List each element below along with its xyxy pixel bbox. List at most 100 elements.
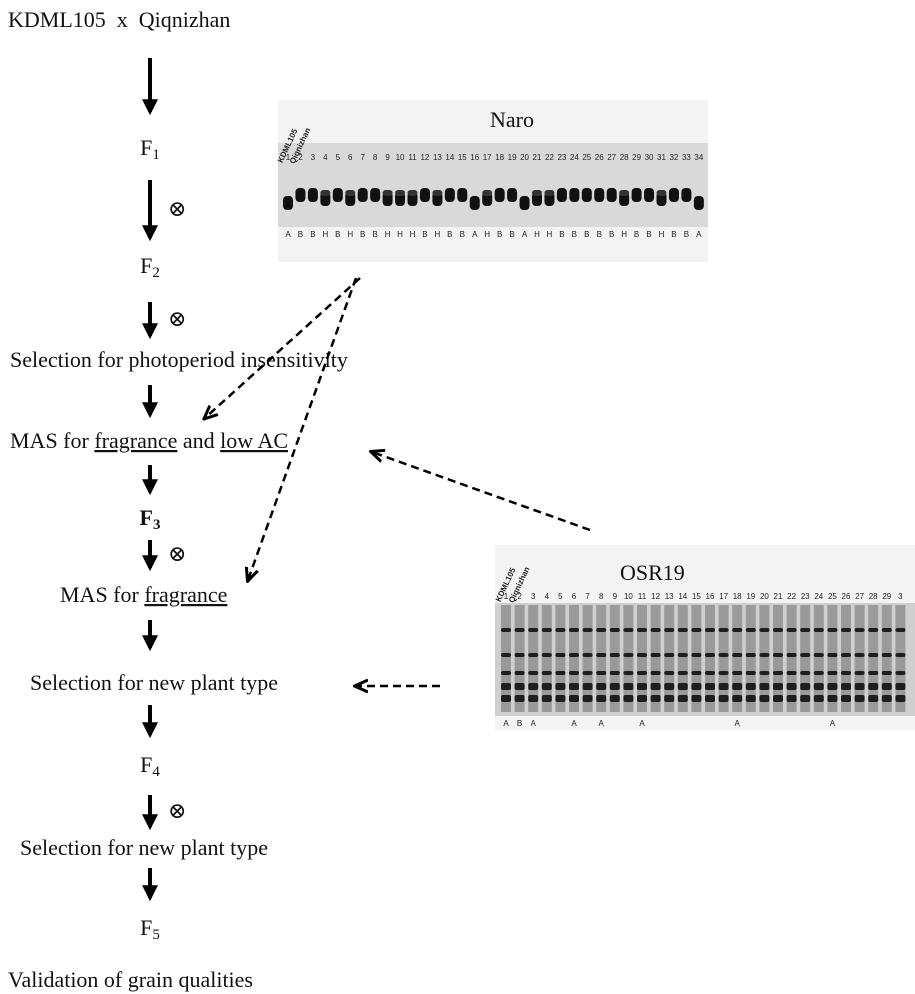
gel-band — [705, 671, 715, 675]
underlined-trait: fragrance — [144, 582, 227, 607]
gel-band — [637, 671, 647, 675]
genotype: A — [571, 719, 577, 728]
gel-band — [583, 653, 593, 657]
generation-letter: F — [140, 915, 152, 940]
generation-number: 4 — [152, 764, 160, 780]
gel-band — [542, 628, 552, 632]
lane-number: 11 — [408, 153, 417, 162]
genotype: A — [830, 719, 836, 728]
genotype: A — [503, 719, 509, 728]
step-text-part: and — [177, 428, 220, 453]
gel-title: Naro — [490, 107, 534, 132]
gel-band — [623, 653, 633, 657]
generation: F5 — [140, 915, 160, 943]
gel-band — [569, 653, 579, 657]
gel-band — [732, 671, 742, 675]
generation-number: 1 — [152, 147, 160, 163]
gel-band — [759, 695, 769, 702]
selfing-symbol: ⊗ — [168, 196, 186, 221]
gel-band — [610, 671, 620, 675]
gel-band — [557, 188, 567, 202]
gel-band — [528, 683, 538, 690]
lane-number: 8 — [599, 592, 604, 601]
dashed-arrow — [372, 452, 590, 530]
lane-number: 16 — [470, 153, 479, 162]
gel-band — [773, 653, 783, 657]
gel-band — [583, 683, 593, 690]
gel-band — [800, 695, 810, 702]
gel-band — [583, 695, 593, 702]
gel-band — [827, 628, 837, 632]
gel-band — [596, 683, 606, 690]
gel-band — [555, 628, 565, 632]
generation-number: 2 — [152, 265, 160, 281]
gel-band — [651, 695, 661, 702]
gel-band — [569, 188, 579, 202]
underlined-trait: fragrance — [94, 428, 177, 453]
gel-band — [664, 671, 674, 675]
gel-band — [507, 188, 517, 202]
gel-band — [569, 628, 579, 632]
step-text-part: MAS for — [60, 582, 144, 607]
gel-band — [705, 695, 715, 702]
lane-number: 26 — [842, 592, 851, 601]
genotype: A — [285, 230, 291, 239]
gel-band — [895, 653, 905, 657]
lane-number: 25 — [582, 153, 591, 162]
gel-band — [746, 671, 756, 675]
gel-band — [542, 683, 552, 690]
lane-number: 3 — [898, 592, 903, 601]
gel-band — [841, 695, 851, 702]
gel-band — [787, 683, 797, 690]
gel-band — [678, 683, 688, 690]
gel-band — [295, 188, 305, 202]
genotype: B — [422, 230, 427, 239]
generation-letter: F — [140, 505, 153, 530]
genotype: B — [372, 230, 377, 239]
genotype: A — [472, 230, 478, 239]
generation-number: 5 — [152, 927, 160, 943]
gel-band — [515, 671, 525, 675]
gel-band — [515, 695, 525, 702]
lane-number: 18 — [495, 153, 504, 162]
gel-band — [895, 628, 905, 632]
gel-band — [308, 188, 318, 202]
lane-number: 17 — [719, 592, 728, 601]
step-text: Selection for new plant type — [30, 670, 278, 695]
gel-band — [895, 671, 905, 675]
lane-number: 26 — [595, 153, 604, 162]
generation-letter: F — [140, 135, 152, 160]
lane-number: 7 — [585, 592, 590, 601]
genotype: A — [696, 230, 702, 239]
gel-band — [719, 671, 729, 675]
lane-number: 9 — [385, 153, 390, 162]
lane-number: 2 — [298, 153, 303, 162]
generation: F2 — [140, 253, 160, 281]
gel-band — [868, 653, 878, 657]
gel-band — [637, 695, 647, 702]
genotype: B — [298, 230, 303, 239]
gel-band — [596, 628, 606, 632]
lane-number: 23 — [557, 153, 566, 162]
lane-number: 15 — [458, 153, 467, 162]
gel-band — [719, 683, 729, 690]
gel-band — [370, 188, 380, 202]
step-text: Validation of grain qualities — [8, 967, 253, 992]
gel-band — [555, 683, 565, 690]
gel-band — [732, 653, 742, 657]
lane-number: 10 — [396, 153, 405, 162]
gel-band — [705, 653, 715, 657]
genotype: B — [634, 230, 639, 239]
step-text-part: MAS for — [10, 428, 94, 453]
gel-band — [596, 653, 606, 657]
gel-band — [678, 671, 688, 675]
gel-band — [582, 188, 592, 202]
gel-band — [320, 190, 330, 196]
gel-band — [841, 653, 851, 657]
genotype: B — [559, 230, 564, 239]
gel-band — [644, 188, 654, 202]
gel-band — [623, 671, 633, 675]
step-text: Selection for new plant type — [20, 835, 268, 860]
lane-number: 3 — [311, 153, 316, 162]
genotype: B — [310, 230, 315, 239]
